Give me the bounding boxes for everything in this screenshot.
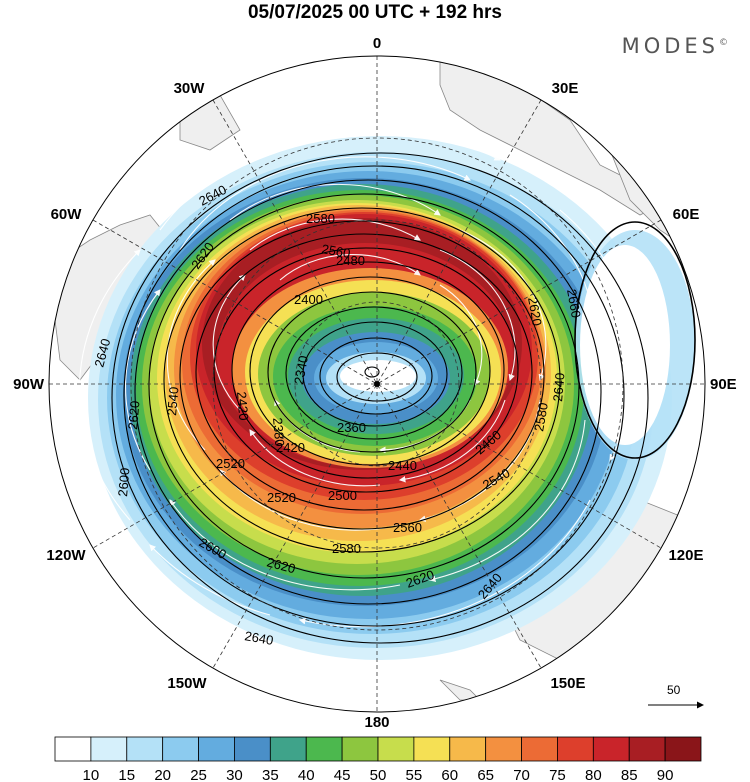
contour-label: 2420 [276, 440, 305, 455]
legend-tick-label: 25 [190, 767, 207, 782]
lon-label-0: 0 [373, 35, 381, 52]
legend-color-boxes [54, 736, 702, 762]
legend-tick-label: 65 [477, 767, 494, 782]
contour-label: 2420 [234, 391, 251, 421]
lon-label-150e: 150E [550, 675, 585, 692]
contour-label: 2580 [332, 541, 361, 556]
legend-tick-label: 35 [262, 767, 279, 782]
contour-label: 2380 [270, 417, 287, 447]
legend-tick-label: 50 [370, 767, 387, 782]
legend-tick-label: 30 [226, 767, 243, 782]
brand-text: MODES [621, 34, 719, 58]
legend-swatch [664, 736, 702, 762]
contour-label: 2560 [393, 520, 422, 535]
legend-tick-label: 70 [513, 767, 530, 782]
lon-label-30w: 30W [174, 80, 206, 97]
lon-label-90e: 90E [710, 376, 737, 393]
lon-label-120w: 120W [46, 547, 86, 564]
legend-swatch [521, 736, 558, 762]
legend-tick-label: 85 [621, 767, 638, 782]
lon-label-90w: 90W [13, 376, 45, 393]
lon-label-150w: 150W [167, 675, 207, 692]
legend-swatch [592, 736, 630, 762]
polar-map: 2640 2580 2620 2640 2620 2540 2420 2380 … [13, 35, 737, 730]
contour-label: 2520 [216, 456, 245, 471]
contour-label: 2620 [525, 296, 545, 327]
contour-label: 2540 [164, 386, 181, 416]
contour-label: 2560 [320, 241, 351, 261]
legend-tick-label: 60 [441, 767, 458, 782]
lon-label-120e: 120E [668, 547, 703, 564]
legend-swatch [305, 736, 343, 762]
legend-swatch [90, 736, 128, 762]
lon-label-60w: 60W [51, 206, 83, 223]
legend-tick-label: 75 [549, 767, 566, 782]
reference-vector-label: 50 [667, 683, 681, 697]
contour-label: 2620 [125, 400, 142, 430]
lon-label-60e: 60E [673, 206, 700, 223]
lon-label-30e: 30E [552, 80, 579, 97]
wind-speed-field [49, 56, 705, 712]
legend-swatch [628, 736, 666, 762]
legend-swatch [269, 736, 307, 762]
legend-tick-label: 90 [657, 767, 674, 782]
contour-lines [111, 152, 696, 644]
contour-label: 2620 [265, 554, 297, 576]
contour-label: 2580 [306, 211, 335, 226]
legend-tick-label: 45 [334, 767, 351, 782]
contour-label: 2640 [91, 337, 113, 369]
legend-swatch [162, 736, 199, 762]
legend-swatch [377, 736, 415, 762]
contour-value-labels: 2640 2580 2620 2640 2620 2540 2420 2380 … [91, 182, 583, 648]
contour-label: 2600 [115, 467, 132, 497]
contour-label: 2360 [337, 420, 366, 435]
contour-label: 2400 [294, 292, 323, 307]
brand-mark: © [719, 38, 728, 48]
contour-label: 2340 [291, 354, 311, 385]
legend-swatch [126, 736, 164, 762]
legend-swatch [54, 736, 92, 762]
contour-label: 2660 [564, 288, 584, 319]
legend-tick-label: 40 [298, 767, 315, 782]
contour-label: 2500 [328, 488, 357, 503]
legend-swatch [485, 736, 522, 762]
map-title: 05/07/2025 00 UTC + 192 hrs [247, 2, 503, 23]
legend-tick-label: 15 [118, 767, 135, 782]
brand-logo: MODES© [622, 34, 728, 58]
legend-swatch [234, 736, 271, 762]
legend-swatch [413, 736, 451, 762]
legend-tick-label: 80 [585, 767, 602, 782]
map-boundary [48, 55, 706, 713]
contour-label: 2640 [243, 628, 274, 648]
graticule [49, 56, 705, 712]
legend-tick-label: 10 [83, 767, 100, 782]
legend-tick-label: 20 [154, 767, 171, 782]
legend-swatch [341, 736, 379, 762]
lon-label-180: 180 [364, 714, 389, 730]
pole-marker [374, 381, 380, 387]
legend-tick-label: 55 [406, 767, 423, 782]
legend-labels: 10 15 20 25 30 35 40 45 50 55 60 65 70 75 80 85 90 [83, 767, 674, 782]
legend-swatch [557, 736, 594, 762]
contour-label: 2440 [388, 458, 417, 473]
wind-bands [88, 136, 695, 660]
contour-label: 2480 [336, 253, 365, 268]
legend-swatch [198, 736, 235, 762]
legend-swatch [449, 736, 487, 762]
contour-label: 2640 [550, 372, 567, 402]
contour-label: 2520 [267, 490, 296, 505]
longitude-labels: 0 30E 60E 90E 120E 150E 180 150W 120W 90… [13, 35, 737, 730]
contour-label: 2580 [531, 401, 551, 432]
